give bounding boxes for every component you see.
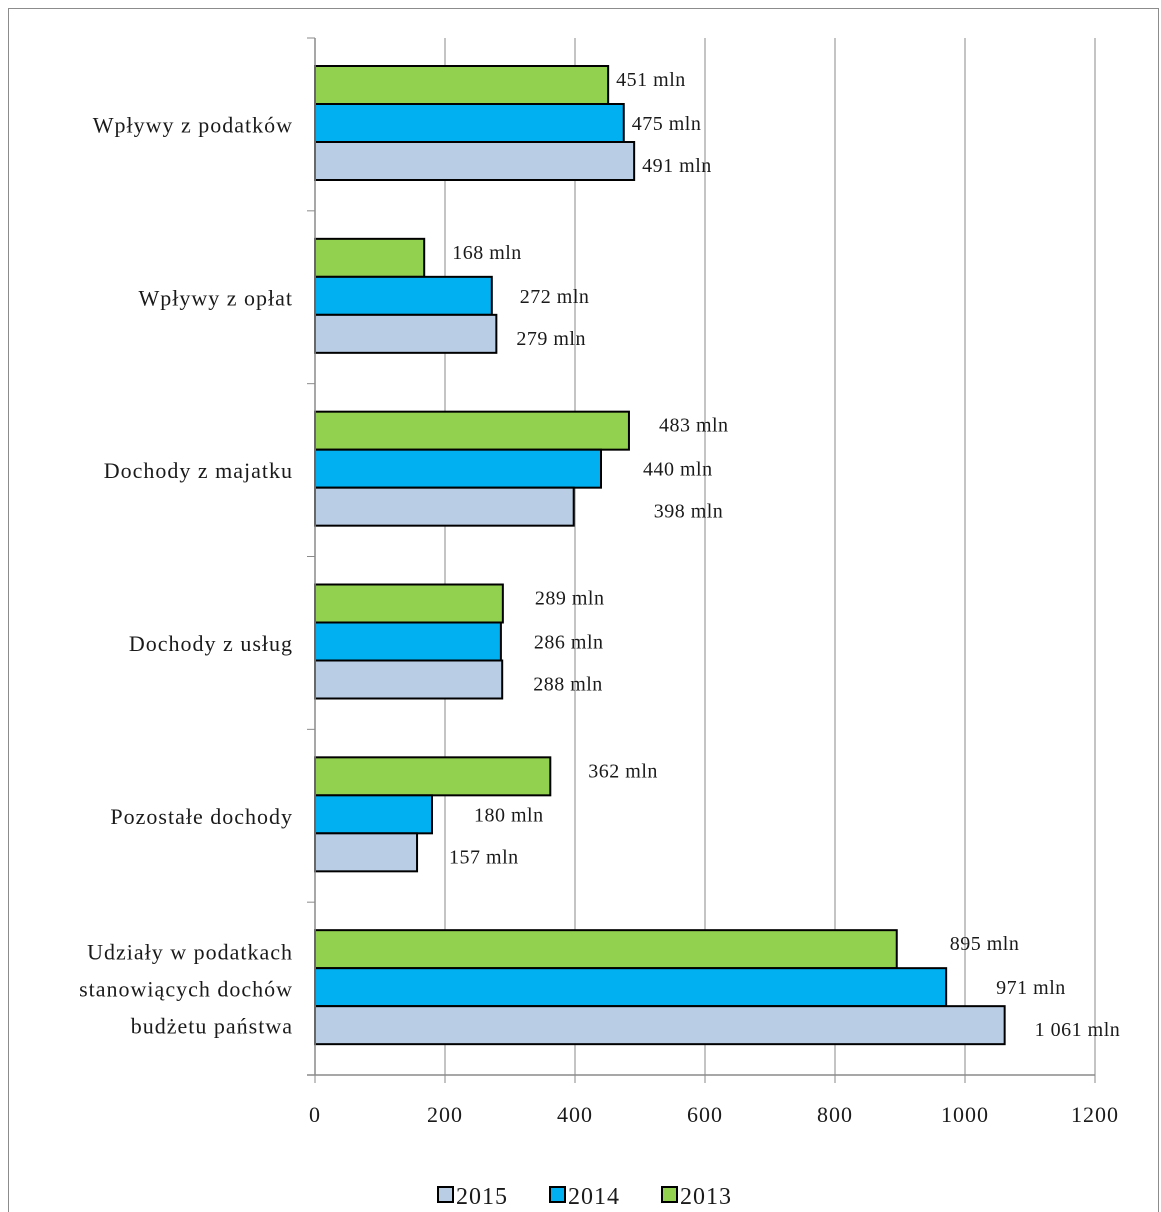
- data-label: 451 mln: [616, 69, 686, 91]
- bar-2015: [314, 486, 575, 527]
- data-label: 971 mln: [996, 977, 1066, 999]
- category-label: Pozostałe dochody: [110, 804, 293, 829]
- x-tick-label: 1000: [941, 1102, 989, 1127]
- bar-2014: [314, 103, 625, 143]
- bar-2013: [314, 410, 630, 451]
- x-tick-label: 0: [309, 1102, 321, 1127]
- x-tick-label: 800: [817, 1102, 853, 1127]
- legend-swatch-2015: [437, 1186, 454, 1203]
- data-label: 288 mln: [533, 674, 603, 696]
- data-label: 180 mln: [474, 804, 544, 826]
- category-label: Udziały w podatkach: [87, 940, 293, 965]
- x-tick-label: 600: [687, 1102, 723, 1127]
- data-label: 286 mln: [534, 632, 604, 654]
- data-label: 362 mln: [588, 760, 658, 782]
- data-label: 279 mln: [516, 328, 586, 350]
- data-label: 483 mln: [659, 415, 729, 437]
- category-label: Wpływy z opłat: [138, 285, 293, 310]
- category-label: stanowiących dochów: [79, 977, 293, 1002]
- data-label: 475 mln: [632, 113, 702, 135]
- x-tick-label: 400: [557, 1102, 593, 1127]
- bar-2013: [314, 237, 426, 278]
- category-label: Dochody z usług: [129, 631, 293, 656]
- bar-2014: [314, 275, 493, 316]
- x-tick-label: 1200: [1071, 1102, 1119, 1127]
- bar-2015: [314, 832, 419, 873]
- bar-2013: [314, 65, 610, 105]
- category-label: Wpływy z podatków: [93, 112, 293, 137]
- bar-2015: [314, 141, 636, 181]
- data-label: 398 mln: [654, 501, 724, 523]
- bar-2014: [314, 448, 602, 489]
- legend-label: 2014: [568, 1184, 620, 1210]
- legend-swatch-2014: [549, 1186, 566, 1203]
- data-label: 168 mln: [452, 242, 522, 264]
- x-tick-label: 200: [427, 1102, 463, 1127]
- data-label: 272 mln: [520, 286, 590, 308]
- data-label: 1 061 mln: [1035, 1019, 1121, 1041]
- legend-label: 2013: [680, 1184, 732, 1210]
- category-label: budżetu państwa: [131, 1014, 293, 1039]
- legend-label: 2015: [456, 1184, 508, 1210]
- data-label: 491 mln: [642, 155, 712, 177]
- data-label: 440 mln: [643, 459, 713, 481]
- bar-2013: [314, 756, 552, 797]
- category-label: Dochody z majatku: [104, 458, 293, 483]
- legend-swatch-2013: [661, 1186, 678, 1203]
- bar-2014: [314, 621, 502, 662]
- bar-2015: [314, 659, 504, 700]
- data-label: 289 mln: [535, 588, 605, 610]
- bar-2015: [314, 1005, 1006, 1046]
- data-label: 895 mln: [950, 933, 1020, 955]
- bar-2014: [314, 967, 948, 1008]
- bar-2013: [314, 929, 898, 970]
- bar-2015: [314, 313, 498, 354]
- bar-2014: [314, 794, 433, 835]
- data-label: 157 mln: [449, 846, 519, 868]
- bar-2013: [314, 583, 504, 624]
- chart-frame: [8, 8, 1159, 1212]
